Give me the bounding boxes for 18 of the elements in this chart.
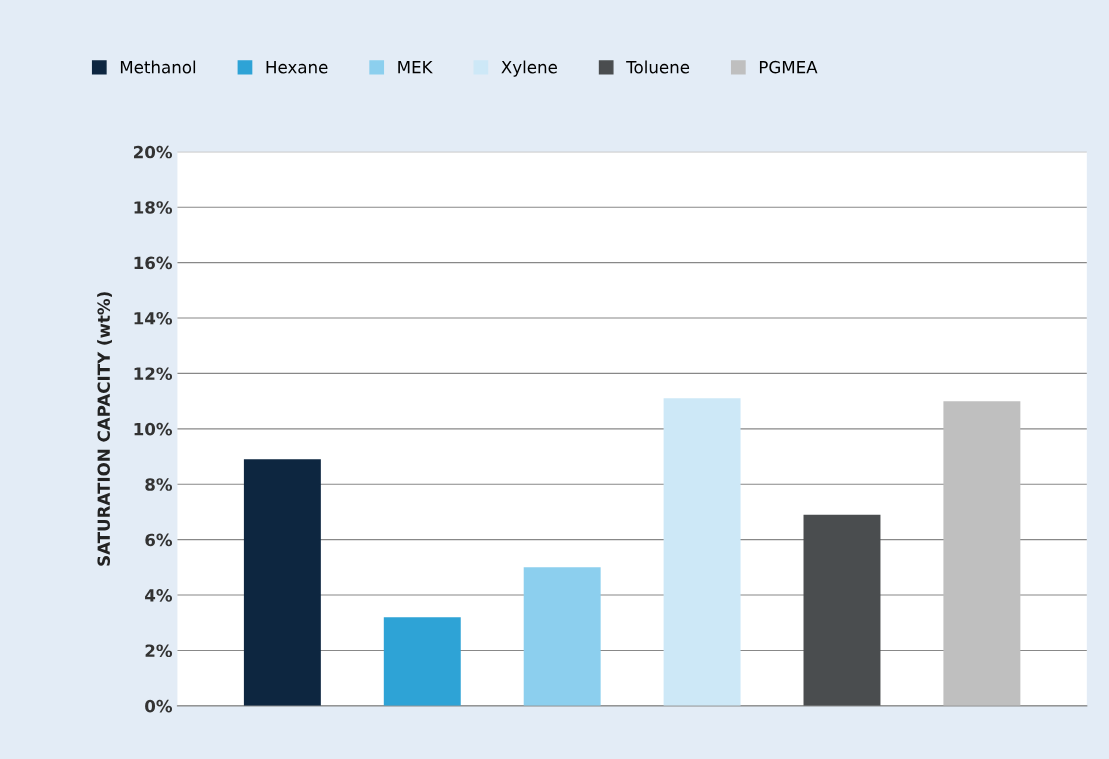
legend-label: Methanol xyxy=(120,60,196,74)
y-tick-label: 8% xyxy=(145,478,173,491)
legend-label: Hexane xyxy=(266,61,328,74)
y-tick-label: 6% xyxy=(145,533,173,547)
legend-label: Toluene xyxy=(626,60,690,74)
y-tick-label: 2% xyxy=(145,644,173,658)
y-tick-label: 0% xyxy=(145,699,173,713)
y-tick-label: 12% xyxy=(134,367,173,380)
y-tick-label: 16% xyxy=(134,256,173,270)
legend-label: Xylene xyxy=(501,60,557,77)
legend-label: MEK xyxy=(398,61,433,74)
y-tick-label: 4% xyxy=(145,589,173,602)
y-tick-label: 18% xyxy=(134,201,173,214)
y-tick-label: 10% xyxy=(134,422,173,436)
y-axis-title: SATURATION CAPACITY (wt%) xyxy=(97,292,112,566)
y-tick-label: 20% xyxy=(134,145,173,159)
legend-label: PGMEA xyxy=(759,60,818,74)
y-tick-label: 14% xyxy=(134,311,173,325)
